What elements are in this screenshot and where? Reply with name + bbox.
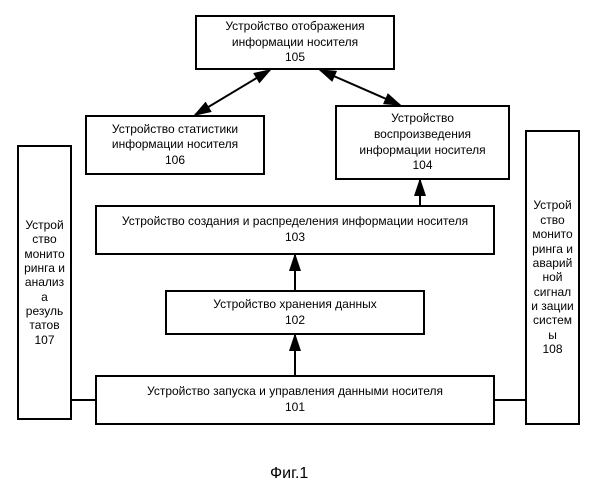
sidebar-label: Устрой ство монито ринга и анализа резул…: [23, 218, 66, 333]
box-label: Устройство отображения: [225, 19, 364, 35]
box-label: информации носителя: [112, 137, 238, 153]
box-label: Устройство: [391, 111, 454, 127]
sidebar-monitoring-alarm: Устрой ство монито ринга и аварий ной си…: [525, 130, 580, 425]
box-number: 101: [285, 400, 305, 416]
diagram-container: Устройство отображения информации носите…: [0, 0, 602, 500]
sidebar-label: Устрой ство монито ринга и аварий ной си…: [531, 198, 574, 342]
box-creation-distribution-device: Устройство создания и распределения инфо…: [95, 205, 495, 255]
figure-caption: Фиг.1: [270, 465, 308, 483]
box-label: воспроизведения: [374, 127, 471, 143]
box-number: 105: [285, 50, 305, 66]
box-storage-device: Устройство хранения данных 102: [165, 290, 425, 335]
box-playback-device: Устройство воспроизведения информации но…: [335, 105, 510, 180]
box-number: 106: [165, 153, 185, 169]
box-label: Устройство запуска и управления данными …: [147, 384, 443, 400]
sidebar-monitoring-analysis: Устрой ство монито ринга и анализа резул…: [17, 145, 72, 420]
box-label: Устройство хранения данных: [213, 297, 376, 313]
box-label: Устройство статистики: [112, 122, 238, 138]
box-label: информации носителя: [359, 143, 485, 159]
sidebar-number: 108: [531, 342, 574, 356]
box-number: 104: [412, 158, 432, 174]
box-launch-control-device: Устройство запуска и управления данными …: [95, 375, 495, 425]
sidebar-number: 107: [23, 333, 66, 347]
box-number: 102: [285, 313, 305, 329]
box-statistics-device: Устройство статистики информации носител…: [85, 115, 265, 175]
box-display-device: Устройство отображения информации носите…: [195, 15, 395, 70]
box-label: Устройство создания и распределения инфо…: [122, 214, 468, 230]
box-number: 103: [285, 230, 305, 246]
box-label: информации носителя: [232, 35, 358, 51]
